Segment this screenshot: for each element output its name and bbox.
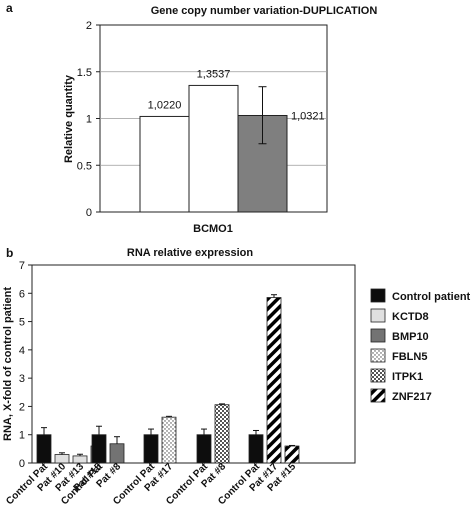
panel-b-bar (196, 434, 212, 464)
panel-b-title: RNA relative expression (127, 247, 253, 259)
panel-b-legend-label: ZNF217 (392, 391, 432, 403)
panel-b-legend-swatch (370, 308, 386, 323)
panel-b-legend-swatch (370, 348, 386, 363)
panel-b-y-tick-label: 6 (19, 288, 25, 300)
panel-b-bar (109, 443, 125, 464)
panel-b-plot-area (31, 264, 356, 464)
panel-a-y-axis-label: Relative quantity (63, 74, 75, 163)
panel-a-bars: 1,0220 1,3537 1,0321 (139, 68, 325, 213)
panel-b-legend-swatch (370, 328, 386, 343)
panel-a-y-tick-label: 1.5 (77, 67, 92, 79)
panel-b-y-tick-label: 3 (19, 373, 25, 385)
panel-b-legend-swatch (370, 368, 386, 383)
panel-b-y-tick-label: 4 (19, 345, 25, 357)
panel-b-bar (266, 297, 282, 464)
panel-a-y-ticks: 0 0.5 1 1.5 2 (77, 20, 100, 219)
panel-b-legend-label: Control patient (392, 291, 471, 303)
panel-a-y-tick-label: 0 (86, 207, 92, 219)
panel-b-y-ticks: 0 1 2 3 4 5 6 7 (19, 260, 32, 470)
panel-b-y-tick-label: 0 (19, 458, 25, 470)
panel-b-y-tick-label: 7 (19, 260, 25, 272)
panel-b-legend-label: FBLN5 (392, 351, 427, 363)
panel-b-y-tick-label: 2 (19, 401, 25, 413)
panel-b-bar (214, 404, 230, 464)
panel-a-y-tick-label: 1 (86, 114, 92, 126)
panel-a-y-tick-label: 2 (86, 20, 92, 32)
panel-b-y-axis-label: RNA, X-fold of control patient (2, 287, 14, 441)
panel-b-legend-label: BMP10 (392, 331, 429, 343)
panel-b-bar (161, 416, 177, 464)
panel-b-y-tick-label: 5 (19, 317, 25, 329)
panel-b-bar (284, 445, 300, 464)
panel-a-bar (188, 84, 239, 213)
panel-b-y-tick-label: 1 (19, 430, 25, 442)
panel-b-bar (91, 434, 107, 464)
panel-b-bar (143, 434, 159, 464)
panel-a-title: Gene copy number variation-DUPLICATION (151, 5, 378, 17)
panel-b-legend-label: ITPK1 (392, 371, 423, 383)
panel-b-bar (36, 434, 52, 464)
panel-a-bar (139, 115, 190, 213)
panel-b-bar (54, 454, 70, 464)
panel-b-bar (248, 434, 264, 464)
panel-a-x-axis-label: BCMO1 (193, 223, 233, 235)
panel-b-legend: Control patient KCTD8 BMP10 FBLN5 ITPK1 ZNF21… (370, 288, 471, 403)
panel-a-label: a (6, 1, 13, 15)
panel-a-y-tick-label: 0.5 (77, 160, 92, 172)
panel-b-legend-label: KCTD8 (392, 311, 429, 323)
panel-a-data-label: 1,3537 (197, 68, 231, 80)
panel-b-chart: b RNA relative expression 0 1 2 3 4 5 6 7 Contr… (2, 246, 471, 507)
panel-b-label: b (6, 246, 13, 260)
panel-b-legend-swatch (370, 388, 386, 403)
panel-a-data-label: 1,0321 (291, 110, 325, 122)
panel-a-data-label: 1,0220 (148, 99, 182, 111)
panel-b-legend-swatch (370, 288, 386, 303)
panel-a-chart: a Gene copy number variation-DUPLICATION… (6, 1, 377, 235)
panel-b-bars (36, 294, 300, 464)
panel-b-bar (72, 455, 88, 464)
